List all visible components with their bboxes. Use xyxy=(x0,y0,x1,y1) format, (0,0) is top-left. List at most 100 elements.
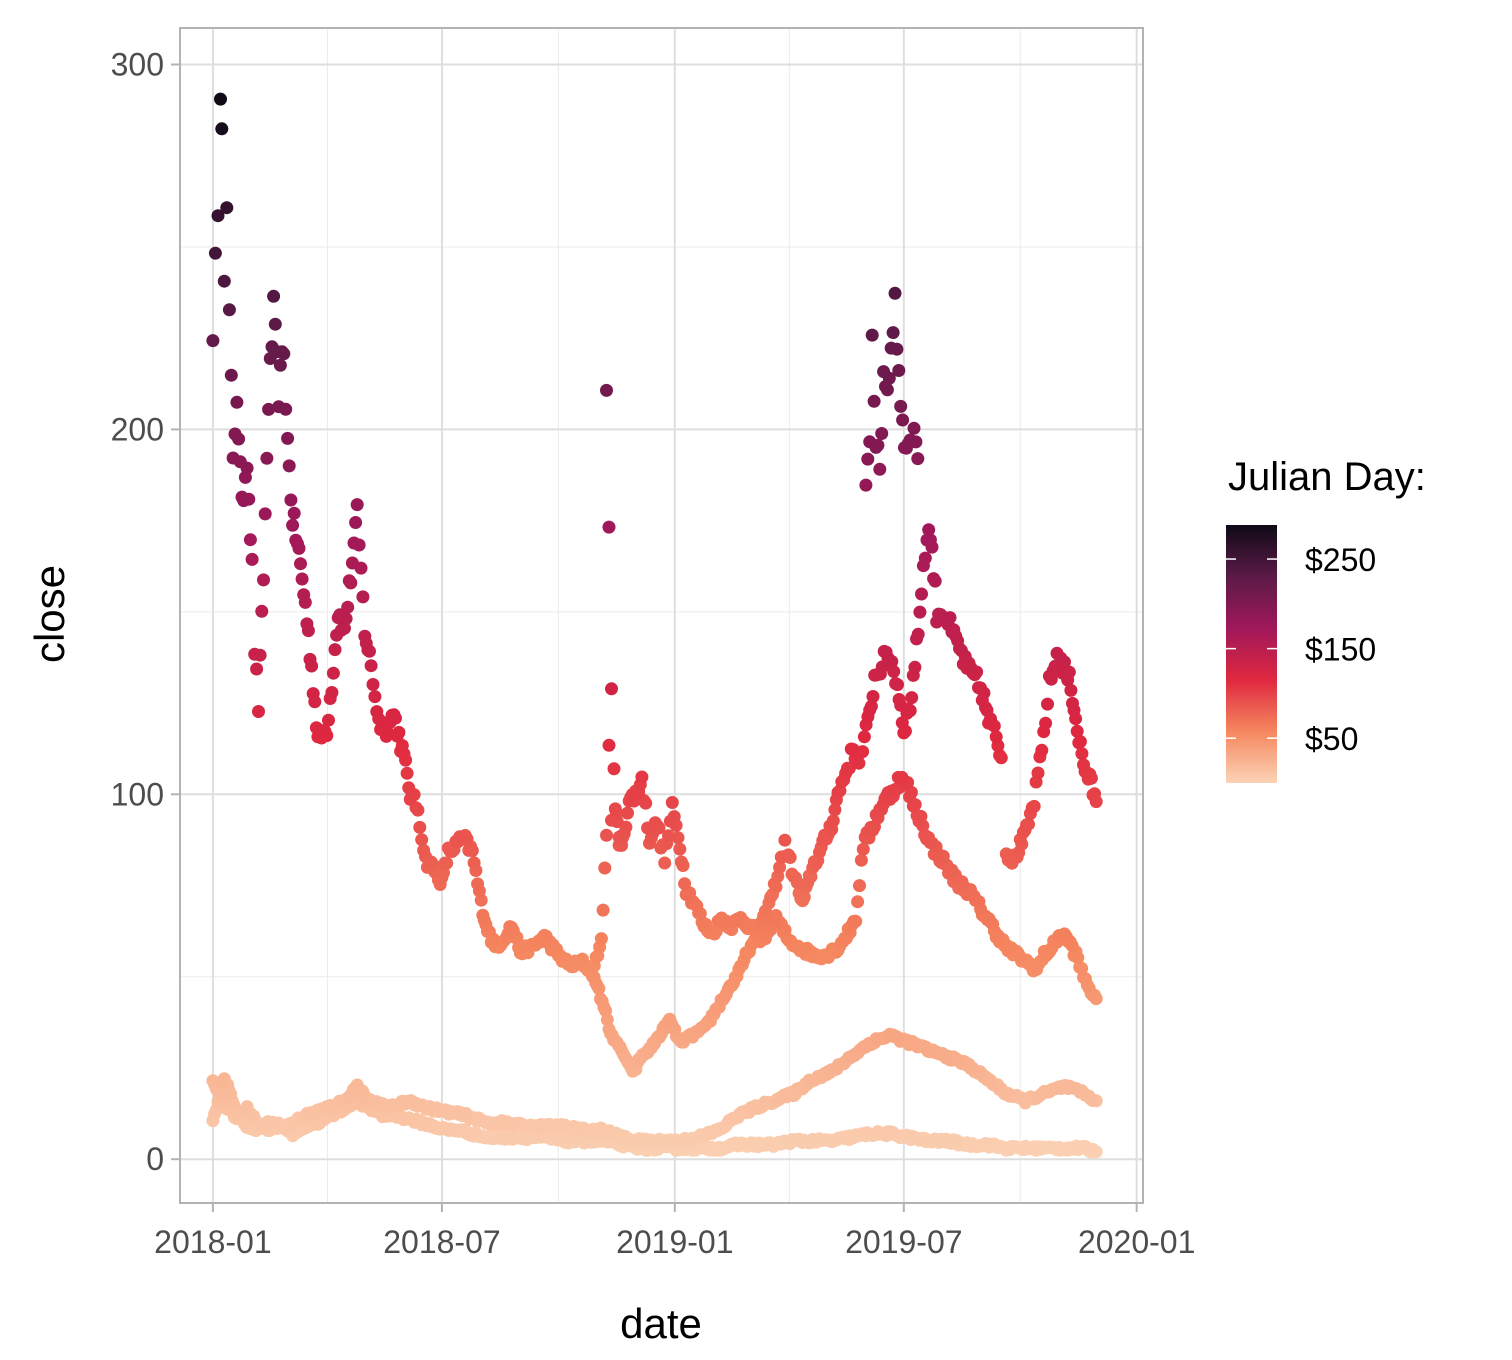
data-point xyxy=(602,1022,616,1036)
data-point xyxy=(495,1114,509,1128)
data-point xyxy=(699,1139,713,1153)
data-point xyxy=(993,748,1007,762)
data-point xyxy=(358,629,372,643)
data-point xyxy=(356,590,370,604)
data-point xyxy=(400,766,414,780)
data-point xyxy=(792,1132,806,1146)
data-point xyxy=(600,828,613,842)
y-tick-label: 300 xyxy=(111,46,164,82)
data-point xyxy=(892,364,906,377)
data-point xyxy=(884,341,898,355)
legend-title: Julian Day: xyxy=(1228,455,1426,499)
data-point xyxy=(892,693,906,706)
data-point xyxy=(281,431,295,445)
legend-label: $50 xyxy=(1305,721,1358,757)
data-point xyxy=(979,1137,992,1150)
data-point xyxy=(240,1100,254,1114)
panel-border xyxy=(179,27,1144,1204)
data-point xyxy=(258,507,272,521)
data-point xyxy=(900,1128,914,1142)
data-point xyxy=(911,627,925,641)
data-point xyxy=(596,903,610,917)
data-point xyxy=(863,435,877,449)
data-point xyxy=(467,856,481,870)
data-point xyxy=(911,452,925,466)
data-point xyxy=(261,1115,275,1129)
data-point xyxy=(849,914,863,928)
data-point xyxy=(781,848,795,862)
x-tick-label: 2020-01 xyxy=(1078,1224,1195,1260)
data-point xyxy=(896,413,910,427)
data-point xyxy=(417,843,431,857)
data-point xyxy=(927,572,941,586)
data-point xyxy=(773,860,787,874)
data-point xyxy=(999,847,1013,861)
data-point xyxy=(284,493,298,507)
data-point xyxy=(922,523,936,537)
y-tick-label: 0 xyxy=(146,1141,164,1177)
data-point xyxy=(1005,1140,1018,1153)
data-point xyxy=(387,708,401,722)
data-point xyxy=(1077,758,1090,772)
data-point xyxy=(289,533,303,547)
data-point xyxy=(322,713,335,727)
data-point xyxy=(497,1128,510,1142)
y-tick-label: 200 xyxy=(111,411,164,447)
data-point xyxy=(729,1136,743,1150)
data-point xyxy=(888,286,902,300)
data-point xyxy=(864,699,878,713)
data-point xyxy=(252,705,265,718)
data-point xyxy=(923,533,937,547)
data-point xyxy=(286,518,300,532)
data-point xyxy=(877,365,891,379)
x-tick-label: 2019-07 xyxy=(845,1224,962,1260)
data-point xyxy=(828,803,842,817)
data-point xyxy=(658,856,672,870)
data-point xyxy=(865,328,879,342)
data-point xyxy=(663,1012,677,1026)
data-point xyxy=(402,781,416,795)
data-point xyxy=(853,879,866,893)
data-point xyxy=(513,1116,527,1130)
colorbar xyxy=(1226,525,1277,783)
data-point xyxy=(607,762,621,776)
data-point xyxy=(844,742,858,756)
data-point xyxy=(250,662,264,676)
data-point xyxy=(1066,696,1079,710)
data-point xyxy=(350,1078,364,1092)
data-point xyxy=(621,806,634,820)
data-point xyxy=(678,877,692,891)
data-point xyxy=(594,1121,608,1135)
data-point xyxy=(243,533,257,547)
data-point xyxy=(245,552,259,566)
data-point xyxy=(908,660,922,674)
data-point xyxy=(345,556,359,570)
data-point xyxy=(347,536,361,550)
data-point xyxy=(602,738,616,752)
data-point xyxy=(297,588,311,602)
data-point xyxy=(903,433,917,447)
data-point xyxy=(306,687,320,701)
data-point xyxy=(859,478,873,492)
data-point xyxy=(325,686,339,699)
data-point xyxy=(370,705,384,719)
legend-label: $150 xyxy=(1305,632,1376,668)
data-point xyxy=(1022,817,1035,831)
data-point xyxy=(883,1027,897,1041)
data-point xyxy=(1073,735,1087,749)
legend-label: $250 xyxy=(1305,542,1376,578)
data-point xyxy=(1039,716,1053,730)
data-point xyxy=(653,1132,667,1146)
data-point xyxy=(226,451,240,465)
data-point xyxy=(632,1132,646,1146)
data-point xyxy=(895,770,909,784)
data-point xyxy=(889,677,903,690)
data-point xyxy=(1018,1139,1032,1153)
data-point xyxy=(235,490,249,504)
data-point xyxy=(469,1126,483,1139)
x-tick-label: 2018-01 xyxy=(154,1224,271,1260)
data-point xyxy=(575,952,589,966)
data-point xyxy=(1088,787,1102,801)
y-axis-title: close xyxy=(26,565,73,663)
